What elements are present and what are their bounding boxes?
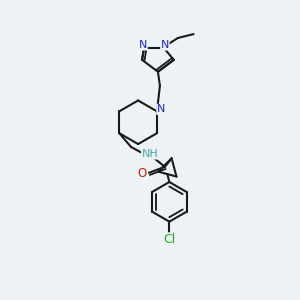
Text: N: N [139,40,147,50]
Text: NH: NH [142,149,158,159]
Text: N: N [157,104,165,114]
Text: O: O [137,167,147,180]
Text: N: N [161,40,169,50]
Text: Cl: Cl [163,233,176,246]
